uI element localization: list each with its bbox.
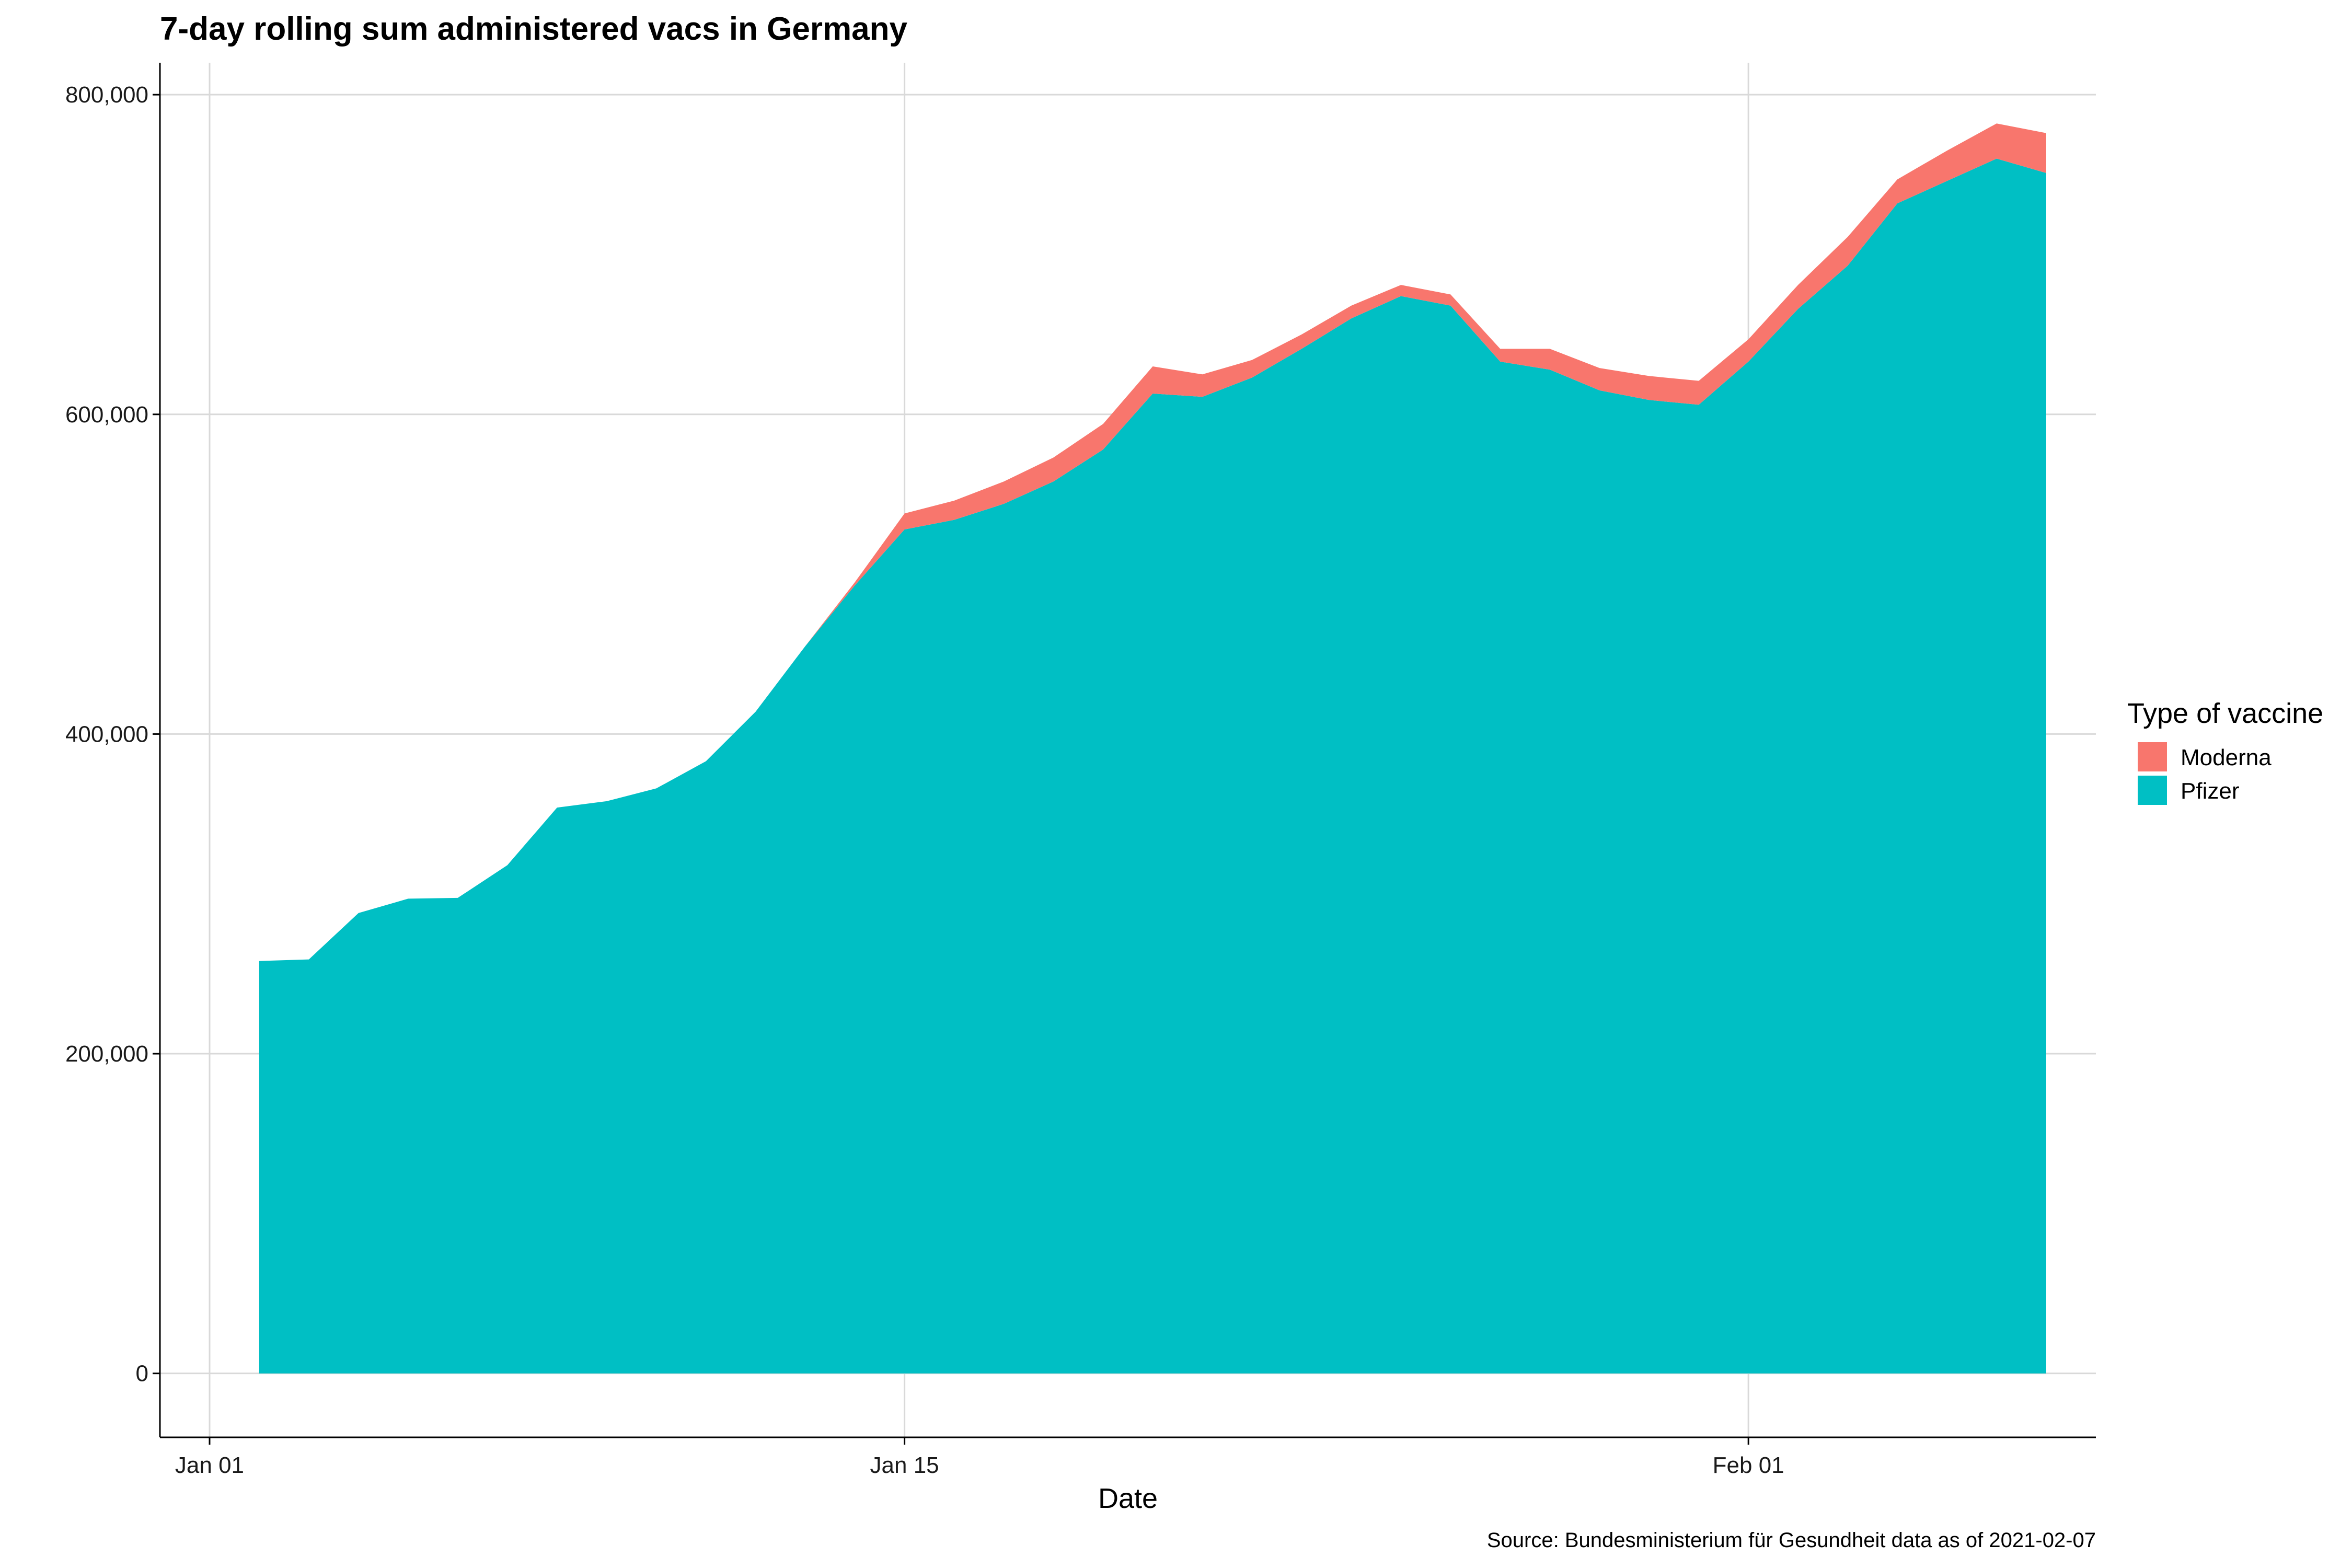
source-caption: Source: Bundesministerium für Gesundheit… bbox=[1487, 1529, 2096, 1552]
x-tick-label: Feb 01 bbox=[1713, 1452, 1784, 1478]
legend-key-moderna bbox=[2138, 742, 2167, 771]
y-tick-label: 0 bbox=[136, 1361, 148, 1387]
x-axis-ticks: Jan 01 Jan 15 Feb 01 bbox=[175, 1437, 1784, 1478]
x-tick-label: Jan 01 bbox=[175, 1452, 244, 1478]
stacked-areas bbox=[259, 123, 2047, 1374]
legend-key-pfizer bbox=[2138, 776, 2167, 805]
y-axis-ticks: 0 200,000 400,000 600,000 800,000 bbox=[65, 82, 160, 1387]
chart-title: 7-day rolling sum administered vacs in G… bbox=[160, 11, 907, 47]
x-axis-label: Date bbox=[1098, 1483, 1158, 1514]
y-tick-label: 400,000 bbox=[65, 721, 148, 747]
y-tick-label: 800,000 bbox=[65, 82, 148, 108]
legend-title: Type of vaccine bbox=[2127, 698, 2323, 729]
x-tick-label: Jan 15 bbox=[870, 1452, 939, 1478]
y-tick-label: 600,000 bbox=[65, 402, 148, 428]
area-pfizer bbox=[259, 158, 2047, 1374]
legend-label-moderna: Moderna bbox=[2181, 745, 2272, 770]
y-tick-label: 200,000 bbox=[65, 1041, 148, 1067]
legend-label-pfizer: Pfizer bbox=[2181, 778, 2239, 804]
legend: Type of vaccine Moderna Pfizer bbox=[2127, 698, 2323, 805]
